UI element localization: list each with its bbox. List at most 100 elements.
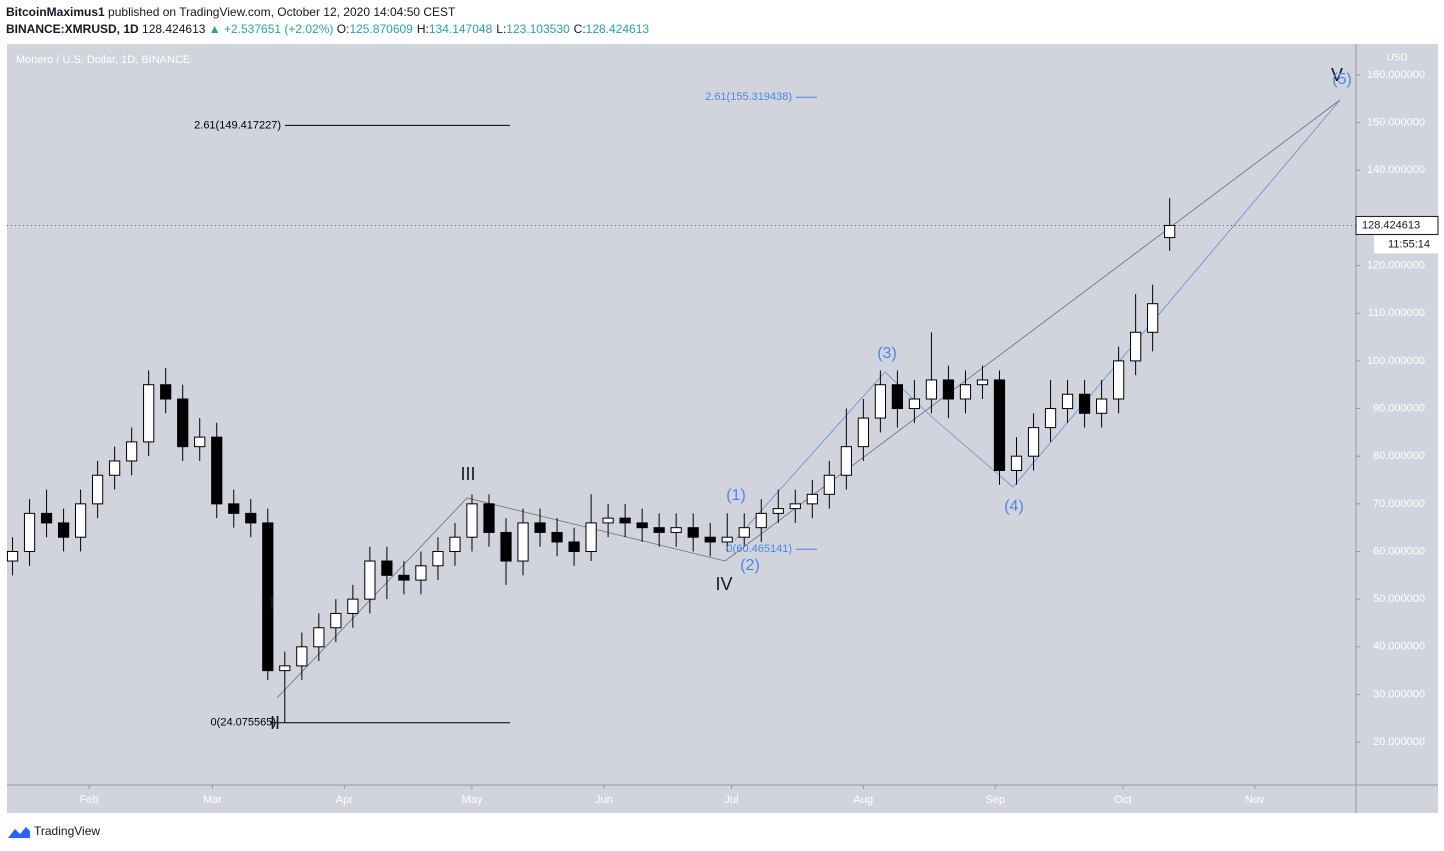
x-tick-label: Apr: [336, 794, 353, 806]
x-tick-label: Feb: [80, 794, 99, 806]
y-tick-label: 110.000000: [1368, 307, 1425, 319]
y-tick-label: 40.000000: [1373, 641, 1425, 653]
candle-body: [1061, 393, 1074, 410]
candle-body: [1095, 398, 1108, 414]
candle-body: [432, 551, 444, 567]
candle-body: [755, 512, 767, 529]
y-tick-label: 140.000000: [1367, 164, 1425, 176]
candle-body: [670, 527, 682, 533]
x-tick-label: May: [462, 794, 483, 806]
ohlc: O:125.870609 H:134.147048 L:123.103530 C:12…: [337, 22, 653, 36]
candle-body: [551, 531, 563, 543]
wave-label: I: [269, 593, 274, 613]
candle-body: [772, 508, 784, 514]
candle-body: [1164, 224, 1176, 239]
x-tick-label: Jun: [595, 794, 613, 806]
plot-background: [7, 44, 1356, 785]
ohlc-key: H:: [416, 22, 429, 36]
candle-body: [534, 522, 546, 533]
candle-body: [585, 522, 597, 553]
candle-body: [40, 512, 53, 524]
candle-body: [1130, 331, 1142, 362]
candle-body: [925, 379, 938, 400]
symbol-line: BINANCE:XMRUSD, 1D 128.424613 ▲ +2.53765…: [6, 21, 653, 38]
candle-body: [976, 379, 989, 386]
price-tag: [1355, 215, 1439, 235]
candle-body: [908, 398, 921, 410]
candle-body: [1147, 303, 1159, 333]
countdown-label: 11:55:14: [1388, 238, 1430, 250]
candle-body: [313, 627, 325, 648]
candle-body: [57, 522, 70, 538]
wave-label: IV: [715, 574, 732, 594]
candle-body: [262, 522, 274, 672]
x-tick-label: Jul: [724, 794, 738, 806]
candle-body: [1078, 393, 1091, 414]
y-tick-label: 100.000000: [1367, 355, 1425, 367]
candle-body: [942, 379, 955, 400]
ohlc-value: 125.870609: [349, 22, 413, 36]
candle-body: [381, 560, 393, 576]
price-axis-background: [1356, 44, 1438, 785]
ohlc-value: 123.103530: [506, 22, 570, 36]
candle-body: [619, 517, 631, 524]
candle-body: [449, 536, 461, 553]
candle-body: [789, 503, 801, 510]
candle-body: [806, 493, 818, 505]
candle-body: [466, 503, 478, 538]
candle-body: [194, 436, 206, 448]
chart-title: Monero / U.S. Dollar, 1D, BINANCE: [16, 54, 190, 66]
fib-label: 0(60.465141): [727, 543, 792, 555]
price-tag-label: 128.424613: [1362, 219, 1420, 231]
candle-body: [704, 536, 716, 543]
candle-body: [126, 441, 138, 462]
y-tick-label: 120.000000: [1367, 259, 1425, 271]
candle-body: [74, 503, 87, 538]
candle-body: [568, 541, 580, 553]
header: BitcoinMaximus1 published on TradingView…: [6, 4, 653, 38]
y-tick-label: 30.000000: [1373, 688, 1425, 700]
candle-body: [398, 574, 410, 581]
candle-body: [143, 384, 155, 443]
candle-body: [687, 527, 699, 538]
candle-body: [602, 517, 614, 524]
candle-body: [823, 474, 835, 495]
x-tick-label: Sep: [985, 794, 1005, 806]
wave-label: (3): [877, 345, 897, 362]
wave-label: (2): [740, 557, 760, 574]
y-tick-label: 70.000000: [1373, 498, 1425, 510]
wave-label: (1): [726, 487, 746, 504]
candle-body: [23, 512, 36, 553]
candle-body: [1027, 427, 1040, 457]
candle-body: [177, 398, 189, 448]
candle-body: [109, 460, 121, 476]
candle-body: [6, 551, 19, 562]
candle-body: [874, 384, 886, 419]
x-tick-label: Oct: [1114, 794, 1131, 806]
countdown-tag: [1374, 235, 1438, 254]
candle-body: [891, 384, 904, 410]
price: 128.424613: [142, 22, 206, 36]
candle-body: [228, 503, 240, 514]
candle-body: [415, 565, 427, 581]
x-tick-label: Mar: [203, 794, 222, 806]
ohlc-value: 128.424613: [585, 22, 650, 36]
candle-body: [517, 522, 529, 562]
candle-body: [347, 598, 359, 614]
ohlc-value: 134.147048: [428, 22, 493, 36]
axis-unit: USD: [1386, 53, 1407, 64]
x-tick-label: Aug: [854, 794, 874, 806]
candle-body: [738, 527, 750, 538]
fib-label: 0(24.075565): [211, 717, 276, 729]
candle-body: [296, 646, 308, 667]
candle-body: [483, 503, 495, 533]
wave-label: (4): [1004, 498, 1024, 515]
logo-icon: [8, 827, 30, 838]
candle-body: [160, 384, 172, 400]
candle-body: [279, 665, 291, 672]
logo: TradingView: [8, 824, 100, 838]
wave-label: III: [460, 464, 475, 484]
candle-body: [840, 446, 852, 476]
subwave-line: [734, 99, 1341, 541]
